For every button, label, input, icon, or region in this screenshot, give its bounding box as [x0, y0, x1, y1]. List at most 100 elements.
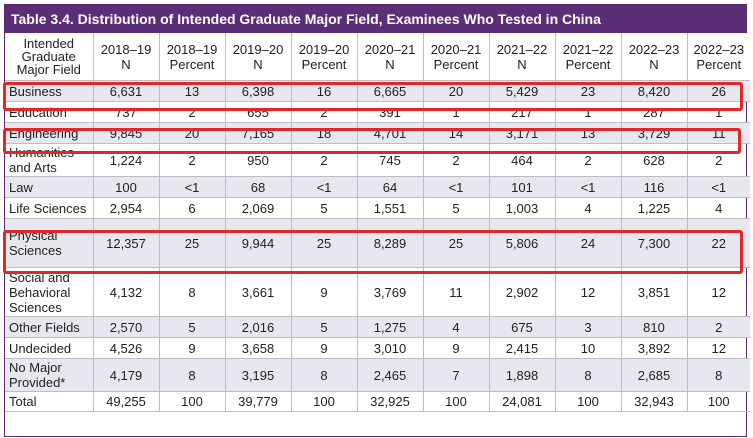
count-cell: 3,171	[489, 122, 556, 144]
count-cell: 391	[357, 101, 424, 123]
field-name-cell: Undecided	[5, 337, 94, 359]
percent-cell: 12	[687, 267, 750, 317]
percent-cell: 13	[555, 122, 622, 144]
percent-cell: <1	[423, 176, 490, 198]
count-cell: 3,658	[225, 337, 292, 359]
table-row: Life Sciences 2,954 6 2,069 5 1,551 5 1,003 4 1,2…	[5, 197, 750, 219]
count-cell: 8,420	[621, 80, 688, 102]
percent-cell: 100	[423, 391, 490, 412]
percent-cell: 20	[423, 80, 490, 102]
count-cell: 3,851	[621, 267, 688, 317]
count-cell: 745	[357, 143, 424, 177]
field-name-cell: Physical Sciences	[5, 218, 94, 268]
percent-cell: 100	[291, 391, 358, 412]
column-header: 2021–22 Percent	[555, 33, 622, 81]
count-cell: 9,845	[93, 122, 160, 144]
percent-cell: 18	[291, 122, 358, 144]
count-cell: 628	[621, 143, 688, 177]
count-cell: 2,069	[225, 197, 292, 219]
count-cell: 6,665	[357, 80, 424, 102]
percent-cell: 9	[291, 267, 358, 317]
count-cell: 737	[93, 101, 160, 123]
count-cell: 217	[489, 101, 556, 123]
percent-cell: 8	[159, 267, 226, 317]
table-frame: Table 3.4. Distribution of Intended Grad…	[4, 4, 750, 437]
percent-cell: 9	[291, 337, 358, 359]
percent-cell: 1	[555, 101, 622, 123]
column-header: 2018–19 Percent	[159, 33, 226, 81]
percent-cell: 100	[555, 391, 622, 412]
count-cell: 7,165	[225, 122, 292, 144]
count-cell: 1,225	[621, 197, 688, 219]
count-cell: 1,003	[489, 197, 556, 219]
table-row: Engineering 9,845 20 7,165 18 4,701 14 3,171 13 3…	[5, 122, 750, 144]
percent-cell: 10	[555, 337, 622, 359]
percent-cell: 22	[687, 218, 750, 268]
percent-cell: 5	[291, 197, 358, 219]
percent-cell: 1	[423, 101, 490, 123]
field-name-cell: No Major Provided*	[5, 358, 94, 392]
percent-cell: 11	[423, 267, 490, 317]
count-cell: 32,925	[357, 391, 424, 412]
percent-cell: <1	[555, 176, 622, 198]
field-name-cell: Engineering	[5, 122, 94, 144]
percent-cell: 8	[687, 358, 750, 392]
percent-cell: 6	[159, 197, 226, 219]
count-cell: 2,954	[93, 197, 160, 219]
count-cell: 950	[225, 143, 292, 177]
field-name-cell: Humanities and Arts	[5, 143, 94, 177]
count-cell: 3,661	[225, 267, 292, 317]
count-cell: 32,943	[621, 391, 688, 412]
major-field-table: Intended Graduate Major Field 2018–19 N …	[5, 33, 750, 412]
count-cell: 100	[93, 176, 160, 198]
count-cell: 1,224	[93, 143, 160, 177]
field-name-cell: Education	[5, 101, 94, 123]
percent-cell: 25	[159, 218, 226, 268]
table-row: Education 737 2 655 2 391 1 217 1 287 1	[5, 101, 750, 123]
percent-cell: 5	[423, 197, 490, 219]
count-cell: 810	[621, 316, 688, 338]
percent-cell: 2	[555, 143, 622, 177]
count-cell: 6,631	[93, 80, 160, 102]
count-cell: 2,016	[225, 316, 292, 338]
table-row: No Major Provided* 4,179 8 3,195 8 2,465 7 1,89…	[5, 358, 750, 392]
count-cell: 7,300	[621, 218, 688, 268]
column-header: 2019–20 Percent	[291, 33, 358, 81]
count-cell: 116	[621, 176, 688, 198]
percent-cell: 9	[159, 337, 226, 359]
count-cell: 64	[357, 176, 424, 198]
percent-cell: 7	[423, 358, 490, 392]
percent-cell: 23	[555, 80, 622, 102]
percent-cell: 2	[687, 143, 750, 177]
count-cell: 2,902	[489, 267, 556, 317]
count-cell: 1,551	[357, 197, 424, 219]
table-row: Humanities and Arts 1,224 2 950 2 745 2 464 2 628…	[5, 143, 750, 177]
percent-cell: 11	[687, 122, 750, 144]
percent-cell: 8	[291, 358, 358, 392]
count-cell: 39,779	[225, 391, 292, 412]
percent-cell: 2	[687, 316, 750, 338]
count-cell: 1,898	[489, 358, 556, 392]
percent-cell: 4	[687, 197, 750, 219]
percent-cell: 25	[291, 218, 358, 268]
count-cell: 2,685	[621, 358, 688, 392]
percent-cell: 3	[555, 316, 622, 338]
percent-cell: 16	[291, 80, 358, 102]
percent-cell: 13	[159, 80, 226, 102]
table-row: Total 49,255 100 39,779 100 32,925 100 24,081 10…	[5, 391, 750, 412]
percent-cell: 4	[555, 197, 622, 219]
column-header: 2019–20 N	[225, 33, 292, 81]
percent-cell: 26	[687, 80, 750, 102]
percent-cell: 100	[159, 391, 226, 412]
count-cell: 1,275	[357, 316, 424, 338]
field-name-cell: Law	[5, 176, 94, 198]
percent-cell: 100	[687, 391, 750, 412]
count-cell: 101	[489, 176, 556, 198]
count-cell: 675	[489, 316, 556, 338]
percent-cell: 2	[159, 143, 226, 177]
count-cell: 4,179	[93, 358, 160, 392]
count-cell: 464	[489, 143, 556, 177]
count-cell: 12,357	[93, 218, 160, 268]
count-cell: 9,944	[225, 218, 292, 268]
count-cell: 2,415	[489, 337, 556, 359]
